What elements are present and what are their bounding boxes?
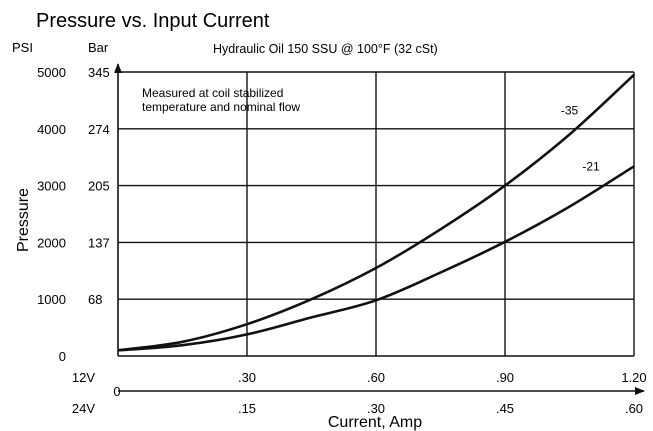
y-tick-bar-4: 345: [88, 65, 110, 80]
y-tick-bar-2: 205: [88, 179, 110, 194]
y-tick-psi-2: 2000: [37, 235, 66, 250]
y-tick-bar-1: 137: [88, 235, 110, 250]
y-tick-bar-0: 68: [88, 292, 102, 307]
series-curve-0: [117, 73, 635, 352]
y-tick-psi-3: 3000: [37, 179, 66, 194]
x-tick-row2-0: .15: [238, 401, 256, 416]
y-tick-psi-1: 1000: [37, 292, 66, 307]
chart-subtitle: Hydraulic Oil 150 SSU @ 100°F (32 cSt): [213, 42, 438, 56]
annotation-line-2: temperature and nominal flow: [142, 100, 300, 114]
y-axis-label: Pressure: [15, 188, 32, 252]
x-row-label-24v: 24V: [72, 401, 95, 416]
x-tick-row2-2: .45: [496, 401, 514, 416]
x-axis-label: Current, Amp: [328, 414, 422, 431]
x-tick-row2-1: .30: [367, 401, 385, 416]
y-unit-bar: Bar: [88, 40, 109, 55]
tick-labels: 0 1000 2000 3000 4000 5000 68 137 205 274 345 .30 .6…: [37, 65, 647, 416]
x-row-label-12v: 12V: [72, 370, 95, 385]
grid-lines: [118, 71, 635, 356]
series-label-0: -35: [561, 104, 579, 118]
x-origin-label: 0: [113, 384, 120, 399]
x-tick-row1-1: .60: [367, 370, 385, 385]
y-tick-psi-5: 5000: [37, 65, 66, 80]
y-tick-psi-0: 0: [59, 349, 66, 364]
series-label-1: -21: [582, 159, 600, 173]
x-tick-row1-2: .90: [496, 370, 514, 385]
x-tick-row1-0: .30: [238, 370, 256, 385]
series-curves: -35 -21: [117, 73, 635, 352]
y-tick-bar-3: 274: [88, 122, 110, 137]
series-curve-1: [117, 165, 635, 352]
y-tick-psi-4: 4000: [37, 122, 66, 137]
chart-title: Pressure vs. Input Current: [36, 10, 270, 32]
axes: [114, 63, 645, 395]
y-unit-psi: PSI: [12, 40, 33, 55]
x-tick-row2-3: .60: [625, 401, 643, 416]
annotation-line-1: Measured at coil stabilized: [142, 86, 283, 100]
x-tick-row1-3: 1.20: [621, 370, 646, 385]
